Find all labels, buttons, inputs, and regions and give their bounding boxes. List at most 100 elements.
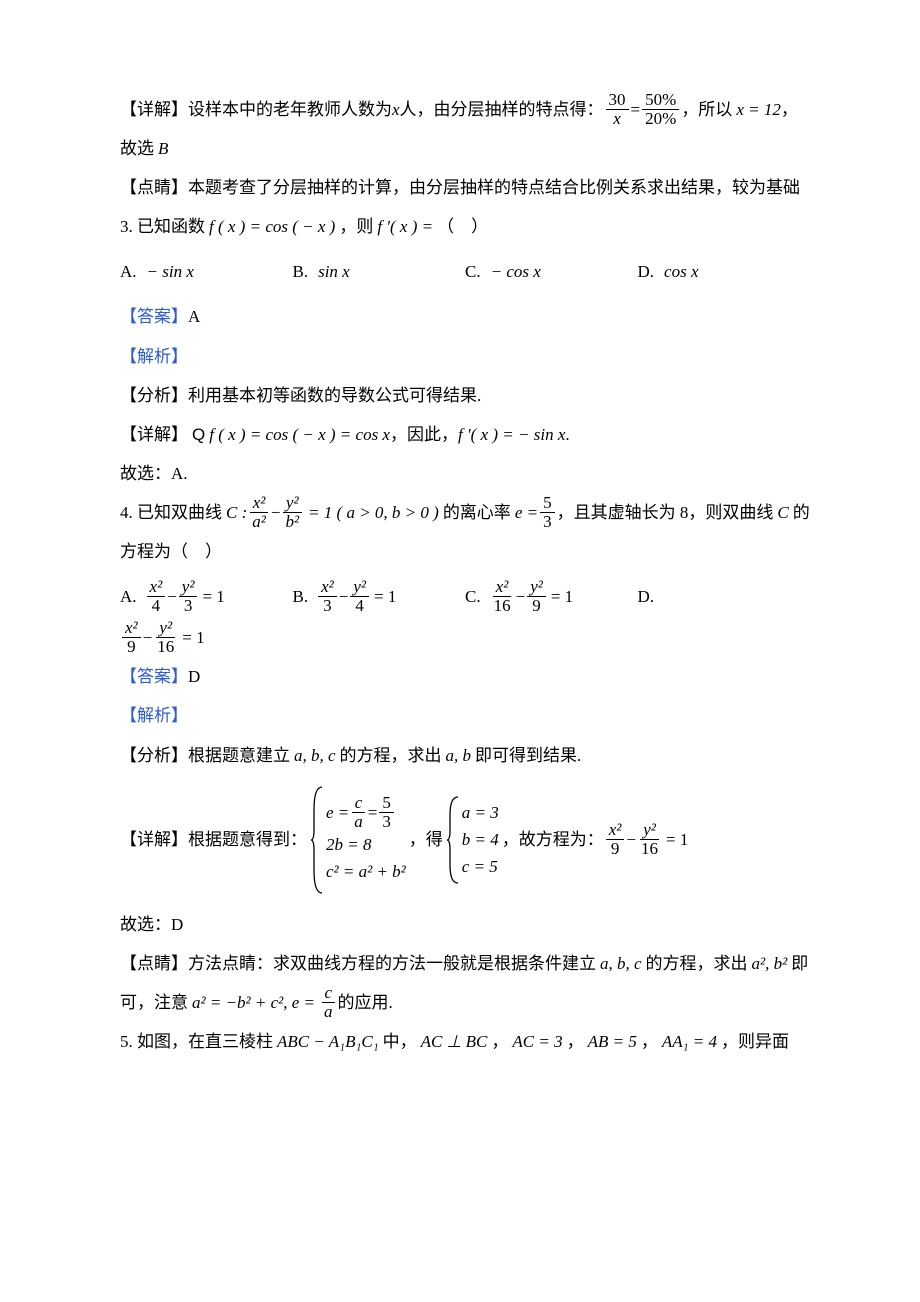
answer-label: 【答案】 D xyxy=(120,657,810,696)
pick-line: 故选：D xyxy=(120,905,810,944)
text: 【解析】 xyxy=(120,337,188,376)
question-3: 3. 已知函数 f ( x ) = cos ( − x ) ，则 f ′( x … xyxy=(120,207,810,246)
option-a: A. x²4 − y²3 = 1 xyxy=(120,577,293,616)
opt-math: − cos x xyxy=(491,252,541,291)
pick-line: 故选：A. xyxy=(120,454,810,493)
question-4-line2: 方程为（ ） xyxy=(120,532,810,571)
q3-options: A. − sin x B. sin x C. − cos x D. cos x xyxy=(120,252,810,291)
text: 人，由分层抽样的特点得： xyxy=(400,90,604,129)
opt-math: x²9 − y²16 = 1 xyxy=(120,618,205,657)
text: 的离心率 xyxy=(443,493,511,532)
answer-value: D xyxy=(188,657,200,696)
denominator: 20% xyxy=(642,110,679,128)
document-page: 【详解】设样本中的老年教师人数为 x 人，由分层抽样的特点得： 30 x = 5… xyxy=(0,0,920,1121)
numerator: y² xyxy=(283,494,302,513)
text: ，则 xyxy=(339,207,373,246)
fenxi-line: 【分析】根据题意建立 a, b, c 的方程，求出 a, b 即可得到结果. xyxy=(120,736,810,775)
denominator: a² xyxy=(249,513,269,531)
jiexi-label: 【解析】 xyxy=(120,696,810,735)
text: . xyxy=(565,415,569,454)
text: ， xyxy=(781,90,798,129)
denominator: x xyxy=(610,110,624,128)
math: a² = −b² + c², e = xyxy=(192,983,315,1022)
choice: B xyxy=(158,129,168,168)
denominator: 3 xyxy=(540,513,555,531)
text: 中， xyxy=(383,1022,417,1061)
math: a, b, c xyxy=(600,944,642,983)
q4-options: A. x²4 − y²3 = 1 B. x²3 − y²4 = 1 C. x²1… xyxy=(120,577,810,616)
math: AC ⊥ BC xyxy=(421,1022,488,1061)
fraction: 5 3 xyxy=(540,494,555,531)
dianjing-line: 【点睛】方法点睛：求双曲线方程的方法一般就是根据条件建立 a, b, c 的方程… xyxy=(120,944,810,983)
math: f ( x ) = cos ( − x ) = cos x xyxy=(209,415,390,454)
option-b: B. sin x xyxy=(293,252,466,291)
option-c: C. x²16 − y²9 = 1 xyxy=(465,577,638,616)
detail-line: 【详解】 Q f ( x ) = cos ( − x ) = cos x ，因此… xyxy=(120,415,810,454)
text: 故选 xyxy=(120,129,154,168)
text: ， xyxy=(491,1022,508,1061)
math: AB = 5 xyxy=(588,1022,637,1061)
text: ，得 xyxy=(409,820,443,859)
denominator: b² xyxy=(282,513,302,531)
math: f ′( x ) = − sin x xyxy=(458,415,565,454)
dianjing-line2: 可，注意 a² = −b² + c², e = c a 的应用. xyxy=(120,983,810,1022)
text: 【点睛】本题考查了分层抽样的计算，由分层抽样的特点结合比例关系求出结果，较为基础 xyxy=(120,168,800,207)
dianjing-line: 【点睛】本题考查了分层抽样的计算，由分层抽样的特点结合比例关系求出结果，较为基础 xyxy=(120,168,810,207)
answer-label: 【答案】 A xyxy=(120,297,810,336)
numerator: x² xyxy=(250,494,269,513)
math: C : xyxy=(226,493,247,532)
opt-label: A. xyxy=(120,577,137,616)
var-x: x xyxy=(392,90,400,129)
text: 的应用. xyxy=(338,983,393,1022)
opt-label: D. xyxy=(638,577,655,616)
text: 【答案】 xyxy=(120,297,188,336)
text: 的 xyxy=(793,493,810,532)
text: （ ） xyxy=(437,207,488,246)
final-equation: x²9 − y²16 = 1 xyxy=(604,820,689,859)
math: = 1 ( a > 0, b > 0 ) xyxy=(308,493,439,532)
text: 【详解】根据题意得到： xyxy=(120,820,307,859)
text: 的方程，求出 xyxy=(340,736,442,775)
jiexi-label: 【解析】 xyxy=(120,337,810,376)
because-icon: Q xyxy=(192,415,205,454)
opt-label: C. xyxy=(465,252,481,291)
opt-label: B. xyxy=(293,252,309,291)
denominator: a xyxy=(321,1003,336,1021)
option-d: D. cos x xyxy=(638,252,811,291)
fraction: 30 x xyxy=(606,91,629,128)
equation-system-1: e = ca = 53 2b = 8 c² = a² + b² xyxy=(310,785,406,895)
question-4: 4. 已知双曲线 C : x² a² − y² b² = 1 ( a > 0, … xyxy=(120,493,810,532)
math: a, b, c xyxy=(294,736,336,775)
math: f ( x ) = cos ( − x ) xyxy=(209,207,335,246)
opt-label: A. xyxy=(120,252,137,291)
opt-math: x²4 − y²3 = 1 xyxy=(145,577,225,616)
text: 【分析】根据题意建立 xyxy=(120,736,290,775)
text: 【解析】 xyxy=(120,696,188,735)
text: ，且其虚轴长为 8，则双曲线 xyxy=(557,493,774,532)
text: 方程为（ ） xyxy=(120,532,222,571)
opt-math: − sin x xyxy=(147,252,194,291)
left-brace-icon xyxy=(446,795,462,885)
solution-detail-line: 【详解】设样本中的老年教师人数为 x 人，由分层抽样的特点得： 30 x = 5… xyxy=(120,90,810,129)
question-5: 5. 如图，在直三棱柱 ABC − A₁B₁C₁ 中， AC ⊥ BC ， AC… xyxy=(120,1022,810,1061)
math: a, b xyxy=(446,736,472,775)
opt-math: cos x xyxy=(664,252,698,291)
fraction: 50% 20% xyxy=(642,91,679,128)
equation: x = 12 xyxy=(736,90,781,129)
equals: = xyxy=(631,90,641,129)
text: 可，注意 xyxy=(120,983,188,1022)
opt-math: x²16 − y²9 = 1 xyxy=(489,577,574,616)
math: e = xyxy=(515,493,538,532)
option-d: D. xyxy=(638,577,811,616)
opt-label: D. xyxy=(638,252,655,291)
text: 即 xyxy=(791,944,808,983)
left-brace-icon xyxy=(310,785,326,895)
fraction: y² b² xyxy=(282,494,302,531)
answer-value: A xyxy=(188,297,200,336)
opt-math: sin x xyxy=(318,252,350,291)
text: 故选：A. xyxy=(120,454,188,493)
text: ，所以 xyxy=(681,90,732,129)
math: C xyxy=(777,493,788,532)
option-a: A. − sin x xyxy=(120,252,293,291)
option-c: C. − cos x xyxy=(465,252,638,291)
